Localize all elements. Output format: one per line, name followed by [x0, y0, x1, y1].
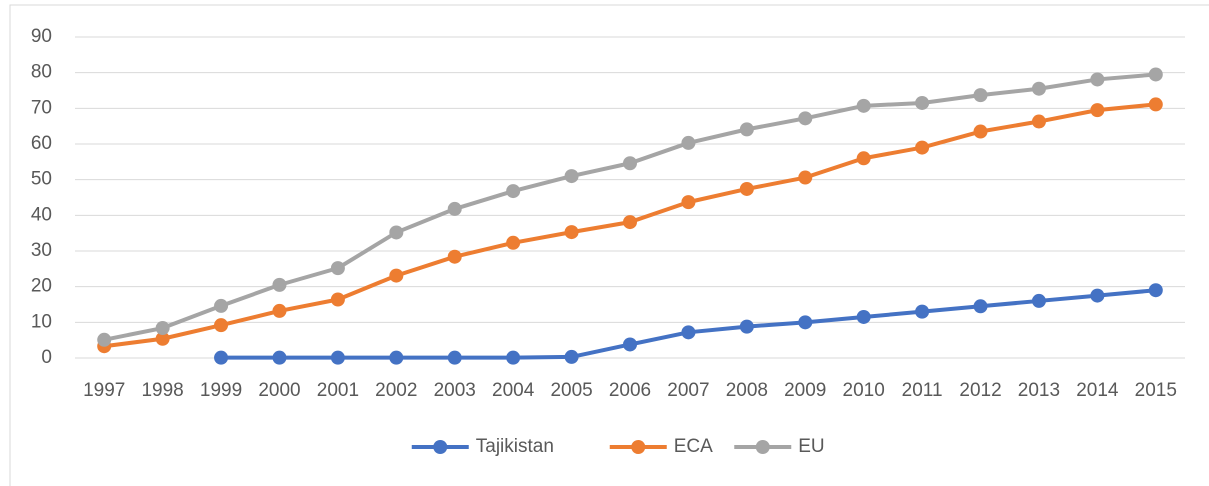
- data-point: [1031, 293, 1046, 308]
- data-point: [389, 350, 404, 365]
- x-tick-label: 1997: [83, 380, 125, 401]
- y-tick-label: 80: [31, 62, 52, 83]
- x-tick-label: 2013: [1018, 380, 1060, 401]
- data-point: [973, 124, 988, 139]
- data-point: [330, 261, 345, 276]
- data-point: [623, 337, 637, 352]
- data-point: [973, 299, 988, 314]
- x-tick-label: 2009: [784, 380, 826, 401]
- data-point: [798, 315, 813, 330]
- data-point: [1148, 283, 1163, 298]
- data-point: [1031, 114, 1046, 129]
- legend-label: Tajikistan: [476, 436, 554, 457]
- data-point: [447, 201, 462, 216]
- data-point: [272, 303, 287, 318]
- series-line: [221, 288, 1156, 360]
- y-tick-label: 40: [31, 204, 52, 225]
- data-point: [681, 195, 696, 210]
- data-point: [97, 332, 112, 347]
- x-tick-label: 2002: [375, 380, 417, 401]
- x-tick-label: 2004: [492, 380, 535, 401]
- data-point: [915, 95, 930, 110]
- x-tick-label: 1998: [141, 380, 183, 401]
- x-tick-label: 2015: [1135, 380, 1177, 401]
- x-tick-label: 2014: [1076, 380, 1119, 401]
- data-point: [915, 304, 930, 319]
- x-tick-label: 2010: [843, 380, 885, 401]
- data-point: [214, 350, 229, 365]
- data-point: [739, 181, 754, 196]
- data-point: [681, 325, 696, 340]
- data-point: [155, 321, 170, 336]
- data-point: [389, 268, 404, 283]
- chart-frame: [9, 4, 1209, 486]
- data-point: [447, 249, 462, 264]
- data-point: [739, 319, 754, 334]
- y-tick-label: 10: [31, 311, 52, 332]
- x-tick-label: 2007: [667, 380, 709, 401]
- data-point: [1031, 81, 1046, 96]
- data-point: [1090, 72, 1105, 87]
- x-tick-label: 2005: [550, 380, 592, 401]
- data-point: [564, 225, 579, 240]
- legend-marker: [433, 440, 448, 454]
- x-tick-label: 2011: [902, 380, 943, 401]
- data-point: [973, 88, 988, 103]
- data-point: [214, 298, 229, 313]
- data-point: [330, 350, 345, 365]
- data-point: [1148, 67, 1163, 82]
- data-point: [1090, 288, 1105, 303]
- data-point: [564, 169, 579, 184]
- x-tick-label: 2001: [317, 380, 359, 401]
- data-point: [447, 350, 462, 365]
- data-point: [681, 135, 696, 150]
- data-point: [739, 122, 754, 137]
- data-point: [856, 151, 871, 166]
- y-tick-label: 30: [31, 240, 52, 261]
- data-point: [506, 235, 521, 250]
- data-point: [1148, 97, 1163, 112]
- series-line: [103, 72, 1156, 342]
- data-point: [564, 349, 579, 364]
- x-tick-label: 2003: [434, 380, 476, 401]
- x-tick-label: 2000: [258, 380, 300, 401]
- x-tick-label: 2012: [959, 380, 1001, 401]
- data-point: [506, 350, 521, 365]
- data-point: [798, 111, 813, 126]
- x-tick-label: 2008: [726, 380, 768, 401]
- data-point: [214, 318, 229, 333]
- legend-label: EU: [798, 436, 824, 457]
- legend-marker: [631, 440, 646, 454]
- data-point: [272, 277, 287, 292]
- data-point: [506, 184, 521, 199]
- legend-label: ECA: [674, 436, 713, 457]
- data-point: [623, 156, 637, 171]
- y-tick-label: 20: [31, 276, 52, 297]
- data-point: [856, 98, 871, 113]
- y-tick-label: 50: [31, 169, 52, 190]
- x-tick-label: 1999: [200, 380, 242, 401]
- y-tick-label: 0: [41, 347, 52, 368]
- data-point: [330, 292, 345, 307]
- legend-marker: [755, 440, 770, 454]
- x-tick-label: 2006: [609, 380, 651, 401]
- y-tick-label: 70: [31, 97, 52, 118]
- data-point: [623, 215, 637, 230]
- data-point: [856, 309, 871, 324]
- y-tick-label: 90: [31, 26, 52, 47]
- data-point: [272, 350, 287, 365]
- data-point: [1090, 103, 1105, 118]
- y-tick-label: 60: [31, 133, 52, 154]
- data-point: [798, 170, 813, 185]
- data-point: [155, 331, 170, 346]
- data-point: [915, 140, 930, 155]
- data-point: [389, 225, 404, 240]
